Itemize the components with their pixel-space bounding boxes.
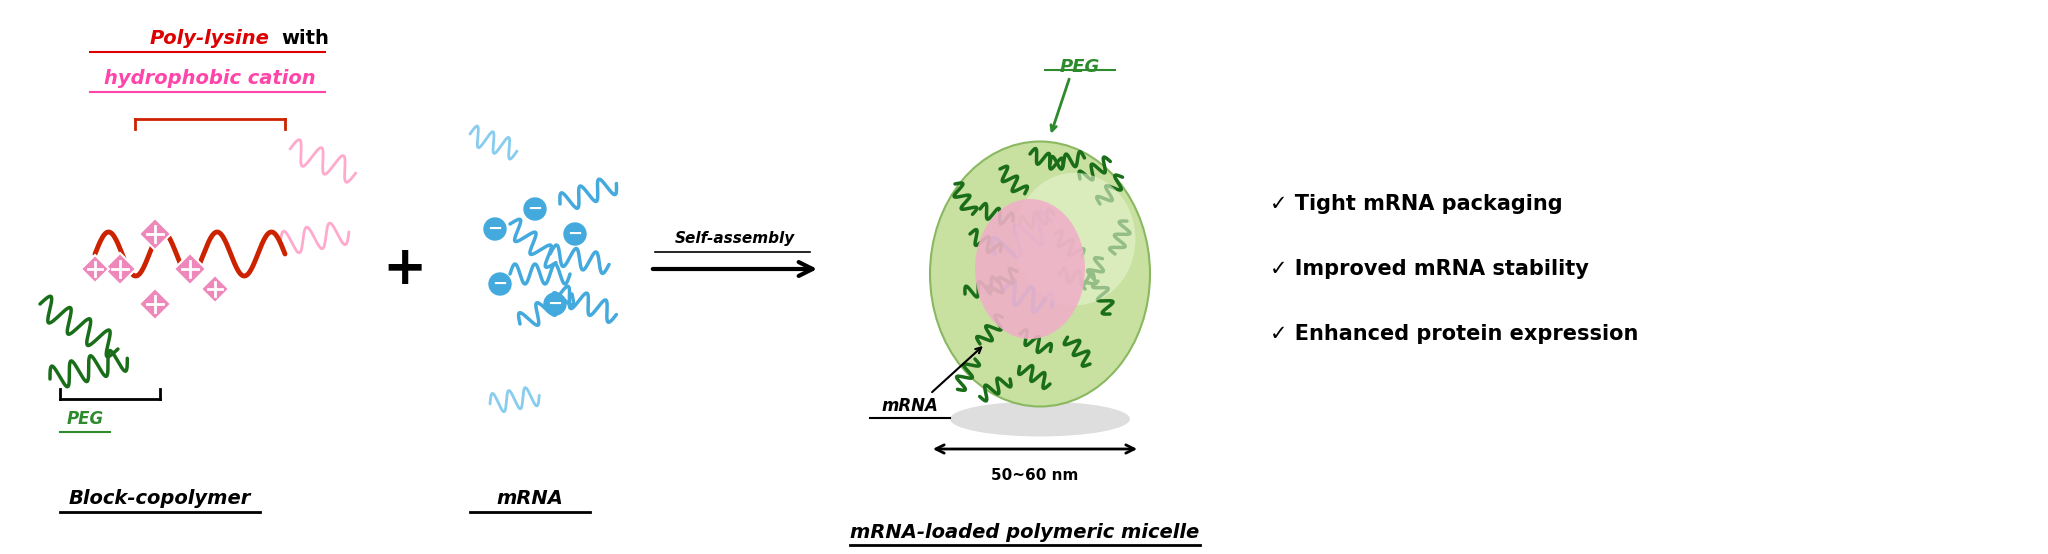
Text: ✓ Enhanced protein expression: ✓ Enhanced protein expression bbox=[1270, 324, 1638, 344]
Text: −: − bbox=[547, 295, 563, 313]
Ellipse shape bbox=[975, 199, 1085, 339]
Text: ✓ Tight mRNA packaging: ✓ Tight mRNA packaging bbox=[1270, 194, 1563, 214]
Circle shape bbox=[545, 293, 565, 315]
Text: 50~60 nm: 50~60 nm bbox=[991, 469, 1079, 484]
Polygon shape bbox=[139, 288, 170, 320]
Polygon shape bbox=[139, 218, 170, 250]
Text: PEG: PEG bbox=[66, 410, 104, 428]
Polygon shape bbox=[104, 253, 135, 285]
Circle shape bbox=[483, 218, 506, 240]
Text: PEG: PEG bbox=[1061, 58, 1100, 75]
Text: −: − bbox=[487, 220, 502, 238]
Text: −: − bbox=[528, 200, 543, 218]
Text: mRNA: mRNA bbox=[881, 397, 938, 415]
Text: Poly-lysine: Poly-lysine bbox=[150, 29, 270, 49]
Text: −: − bbox=[492, 275, 508, 293]
Ellipse shape bbox=[950, 402, 1130, 437]
Ellipse shape bbox=[1014, 173, 1135, 305]
Circle shape bbox=[489, 273, 512, 295]
Circle shape bbox=[563, 223, 586, 245]
Text: with: with bbox=[281, 29, 330, 49]
Text: −: − bbox=[567, 225, 582, 243]
Text: ✓ Improved mRNA stability: ✓ Improved mRNA stability bbox=[1270, 259, 1589, 279]
Ellipse shape bbox=[930, 141, 1151, 407]
Text: Block-copolymer: Block-copolymer bbox=[70, 490, 252, 509]
Polygon shape bbox=[201, 275, 229, 303]
Circle shape bbox=[524, 198, 547, 220]
Text: +: + bbox=[383, 243, 428, 295]
Polygon shape bbox=[82, 255, 109, 283]
Text: hydrophobic cation: hydrophobic cation bbox=[104, 69, 315, 89]
Text: mRNA-loaded polymeric micelle: mRNA-loaded polymeric micelle bbox=[850, 522, 1200, 541]
Text: Self-assembly: Self-assembly bbox=[676, 232, 795, 247]
Polygon shape bbox=[174, 253, 207, 285]
Text: mRNA: mRNA bbox=[496, 490, 563, 509]
